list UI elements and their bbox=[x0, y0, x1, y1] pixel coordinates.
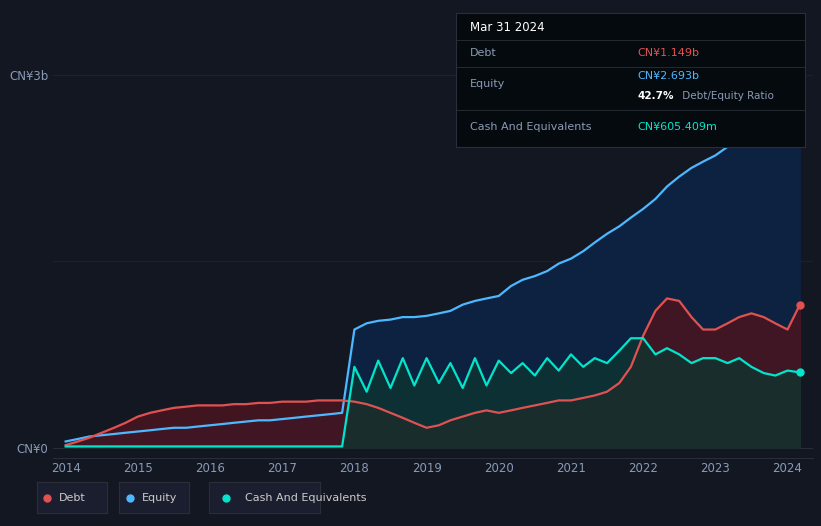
Text: 42.7%: 42.7% bbox=[637, 92, 673, 102]
Text: Mar 31 2024: Mar 31 2024 bbox=[470, 21, 544, 34]
Text: Debt: Debt bbox=[59, 492, 86, 503]
Text: Debt/Equity Ratio: Debt/Equity Ratio bbox=[679, 92, 774, 102]
Text: Equity: Equity bbox=[470, 79, 505, 89]
Text: Equity: Equity bbox=[141, 492, 177, 503]
Text: CN¥2.693b: CN¥2.693b bbox=[637, 71, 699, 81]
Text: Cash And Equivalents: Cash And Equivalents bbox=[470, 122, 591, 132]
Text: CN¥1.149b: CN¥1.149b bbox=[637, 48, 699, 58]
Text: CN¥605.409m: CN¥605.409m bbox=[637, 122, 717, 132]
Text: Cash And Equivalents: Cash And Equivalents bbox=[245, 492, 366, 503]
Text: Debt: Debt bbox=[470, 48, 497, 58]
